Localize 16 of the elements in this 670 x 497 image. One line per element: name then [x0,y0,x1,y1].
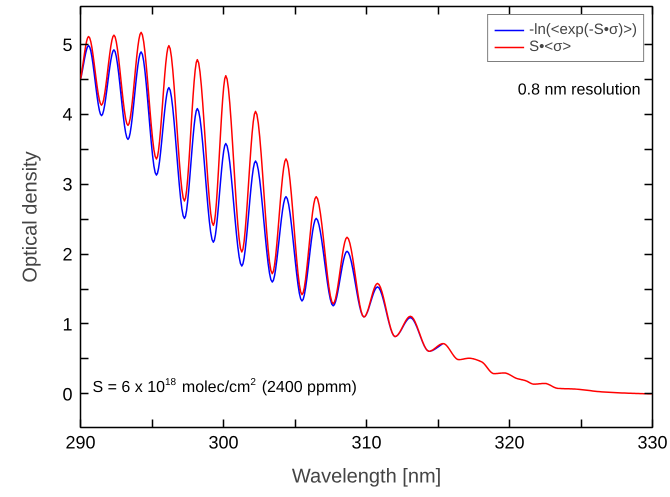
x-axis-title: Wavelength [nm] [292,466,442,488]
x-tick-label: 320 [494,432,525,452]
y-tick-label: 0 [62,384,73,404]
y-axis-title: Optical density [19,151,42,283]
y-tick-label: 1 [62,314,73,334]
x-tick-label: 330 [637,432,668,452]
x-tick-label: 310 [351,432,382,452]
y-tick-label: 2 [62,244,73,265]
legend-label: -ln(<exp(-S•σ)>) [529,21,637,38]
y-tick-label: 5 [62,34,73,55]
y-tick-label: 3 [62,174,73,195]
y-tick-label: 4 [62,104,73,125]
annotation: 0.8 nm resolution [518,82,640,98]
x-tick-label: 290 [65,432,96,452]
x-tick-label: 300 [208,432,239,452]
legend-label: S•<σ> [529,38,572,55]
